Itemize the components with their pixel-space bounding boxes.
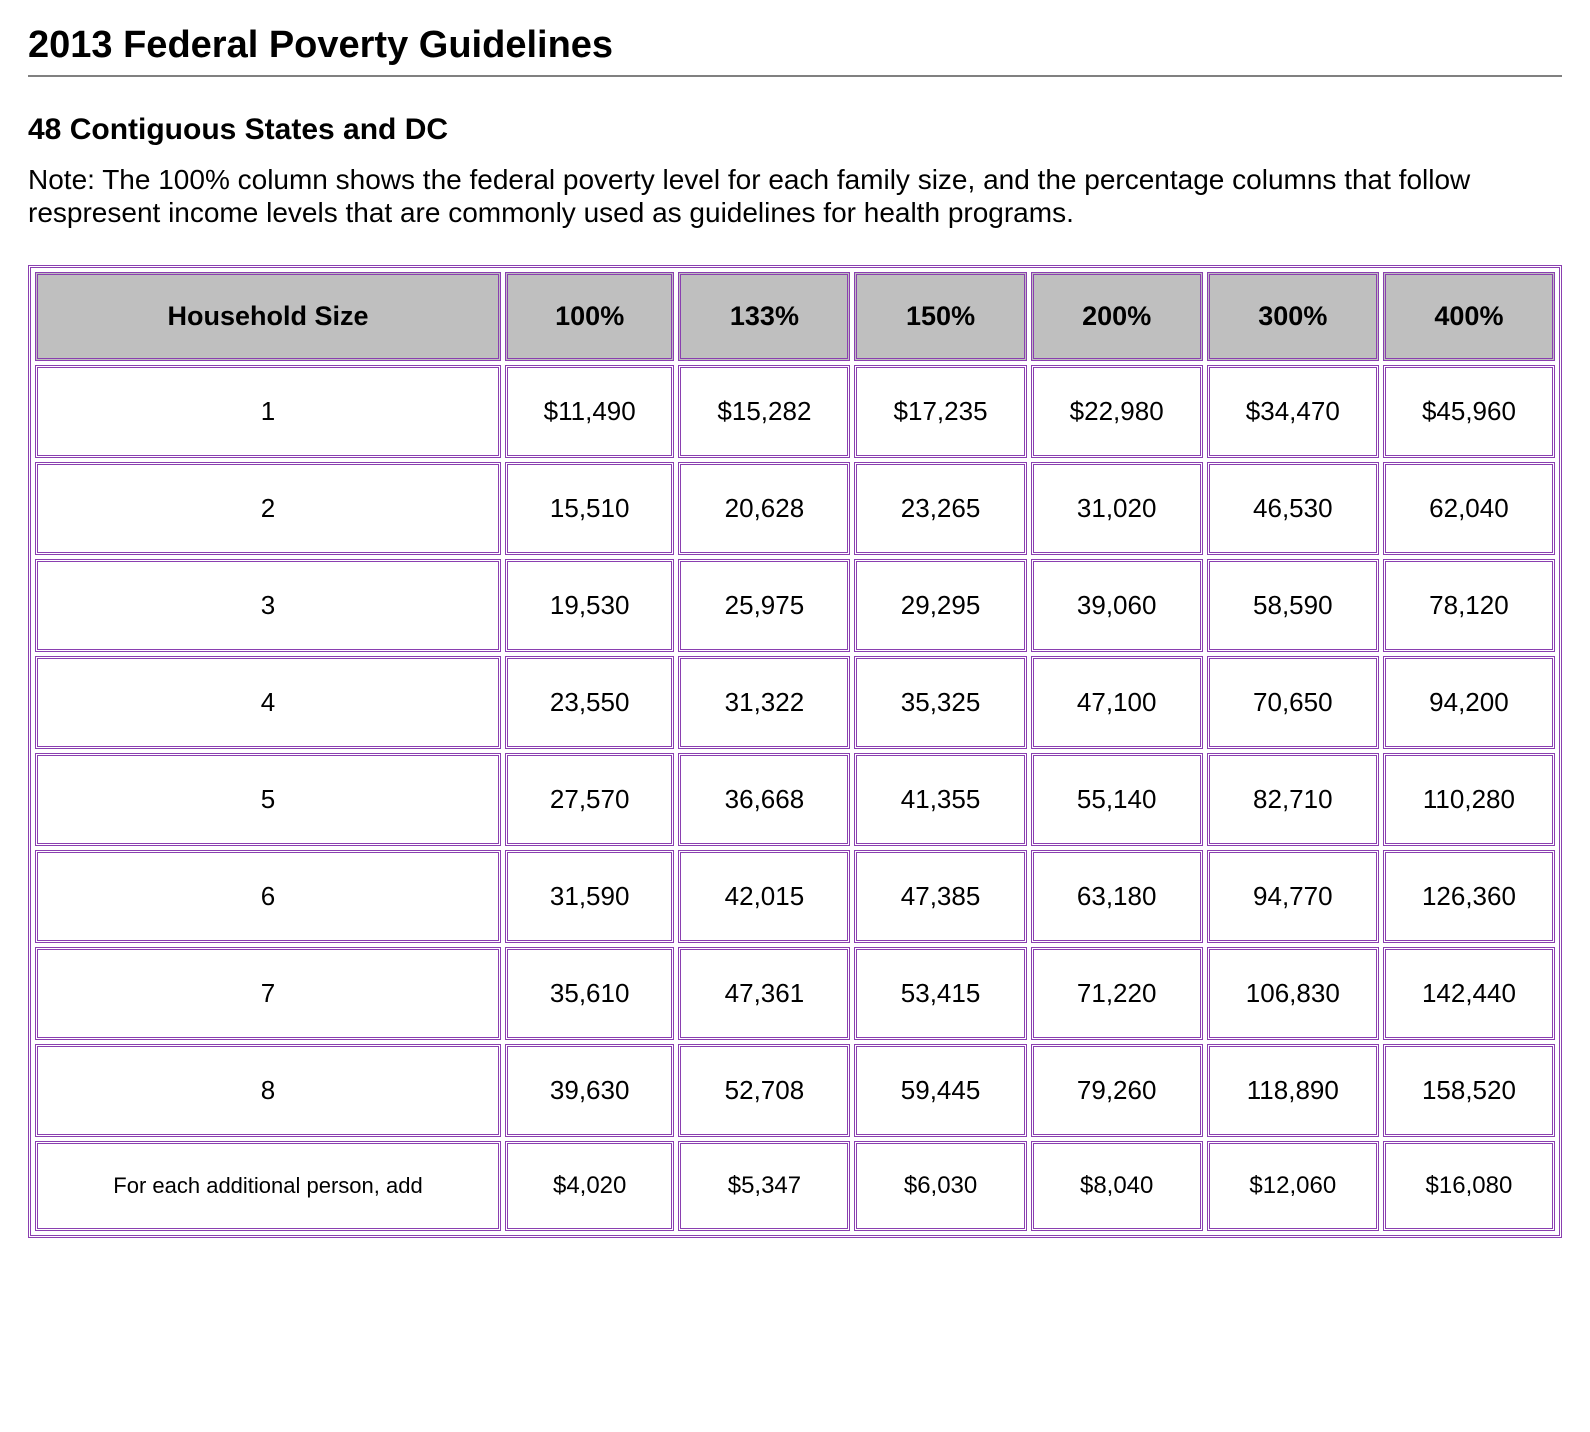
cell-150pct: 35,325	[854, 656, 1026, 749]
cell-133pct: 25,975	[678, 559, 850, 652]
cell-200pct: 63,180	[1031, 850, 1203, 943]
cell-400pct: 126,360	[1383, 850, 1555, 943]
table-row: 8 39,630 52,708 59,445 79,260 118,890 15…	[35, 1044, 1555, 1137]
cell-400pct: $45,960	[1383, 365, 1555, 458]
cell-100pct: 39,630	[505, 1044, 674, 1137]
cell-150pct: 59,445	[854, 1044, 1026, 1137]
cell-household-size: 6	[35, 850, 501, 943]
col-150pct: 150%	[854, 272, 1026, 361]
table-row: 2 15,510 20,628 23,265 31,020 46,530 62,…	[35, 462, 1555, 555]
cell-200pct: 79,260	[1031, 1044, 1203, 1137]
cell-150pct: 47,385	[854, 850, 1026, 943]
table-row: 6 31,590 42,015 47,385 63,180 94,770 126…	[35, 850, 1555, 943]
cell-133pct: $5,347	[678, 1141, 850, 1231]
cell-400pct: 110,280	[1383, 753, 1555, 846]
region-subheading: 48 Contiguous States and DC	[28, 113, 1562, 147]
note-paragraph: Note: The 100% column shows the federal …	[28, 163, 1562, 229]
table-row: 5 27,570 36,668 41,355 55,140 82,710 110…	[35, 753, 1555, 846]
poverty-guidelines-table: Household Size 100% 133% 150% 200% 300% …	[28, 265, 1562, 1238]
cell-150pct: 53,415	[854, 947, 1026, 1040]
cell-150pct: 23,265	[854, 462, 1026, 555]
cell-300pct: 94,770	[1207, 850, 1379, 943]
table-row: 7 35,610 47,361 53,415 71,220 106,830 14…	[35, 947, 1555, 1040]
cell-household-size: 1	[35, 365, 501, 458]
cell-150pct: $6,030	[854, 1141, 1026, 1231]
table-footer-row: For each additional person, add $4,020 $…	[35, 1141, 1555, 1231]
cell-300pct: 58,590	[1207, 559, 1379, 652]
cell-150pct: 41,355	[854, 753, 1026, 846]
cell-300pct: $34,470	[1207, 365, 1379, 458]
cell-400pct: 78,120	[1383, 559, 1555, 652]
table-row: 1 $11,490 $15,282 $17,235 $22,980 $34,47…	[35, 365, 1555, 458]
cell-400pct: 158,520	[1383, 1044, 1555, 1137]
cell-100pct: 15,510	[505, 462, 674, 555]
table-header-row: Household Size 100% 133% 150% 200% 300% …	[35, 272, 1555, 361]
cell-100pct: $11,490	[505, 365, 674, 458]
cell-200pct: $22,980	[1031, 365, 1203, 458]
cell-100pct: $4,020	[505, 1141, 674, 1231]
cell-household-size: 4	[35, 656, 501, 749]
table-row: 4 23,550 31,322 35,325 47,100 70,650 94,…	[35, 656, 1555, 749]
cell-household-size: 7	[35, 947, 501, 1040]
cell-133pct: 36,668	[678, 753, 850, 846]
cell-100pct: 23,550	[505, 656, 674, 749]
cell-300pct: 46,530	[1207, 462, 1379, 555]
cell-200pct: 31,020	[1031, 462, 1203, 555]
cell-additional-person-label: For each additional person, add	[35, 1141, 501, 1231]
cell-household-size: 5	[35, 753, 501, 846]
cell-300pct: 106,830	[1207, 947, 1379, 1040]
cell-400pct: $16,080	[1383, 1141, 1555, 1231]
cell-400pct: 62,040	[1383, 462, 1555, 555]
cell-300pct: 82,710	[1207, 753, 1379, 846]
cell-household-size: 3	[35, 559, 501, 652]
col-133pct: 133%	[678, 272, 850, 361]
cell-300pct: $12,060	[1207, 1141, 1379, 1231]
cell-household-size: 2	[35, 462, 501, 555]
cell-300pct: 70,650	[1207, 656, 1379, 749]
cell-200pct: 39,060	[1031, 559, 1203, 652]
cell-200pct: 71,220	[1031, 947, 1203, 1040]
cell-133pct: 47,361	[678, 947, 850, 1040]
cell-133pct: $15,282	[678, 365, 850, 458]
cell-133pct: 20,628	[678, 462, 850, 555]
cell-200pct: 55,140	[1031, 753, 1203, 846]
col-100pct: 100%	[505, 272, 674, 361]
cell-100pct: 27,570	[505, 753, 674, 846]
cell-100pct: 31,590	[505, 850, 674, 943]
cell-300pct: 118,890	[1207, 1044, 1379, 1137]
cell-400pct: 94,200	[1383, 656, 1555, 749]
col-300pct: 300%	[1207, 272, 1379, 361]
cell-200pct: $8,040	[1031, 1141, 1203, 1231]
cell-133pct: 31,322	[678, 656, 850, 749]
cell-400pct: 142,440	[1383, 947, 1555, 1040]
page-title: 2013 Federal Poverty Guidelines	[28, 24, 1562, 77]
cell-200pct: 47,100	[1031, 656, 1203, 749]
cell-150pct: 29,295	[854, 559, 1026, 652]
cell-133pct: 42,015	[678, 850, 850, 943]
cell-household-size: 8	[35, 1044, 501, 1137]
table-row: 3 19,530 25,975 29,295 39,060 58,590 78,…	[35, 559, 1555, 652]
cell-100pct: 35,610	[505, 947, 674, 1040]
col-household-size: Household Size	[35, 272, 501, 361]
col-200pct: 200%	[1031, 272, 1203, 361]
col-400pct: 400%	[1383, 272, 1555, 361]
cell-150pct: $17,235	[854, 365, 1026, 458]
cell-133pct: 52,708	[678, 1044, 850, 1137]
cell-100pct: 19,530	[505, 559, 674, 652]
